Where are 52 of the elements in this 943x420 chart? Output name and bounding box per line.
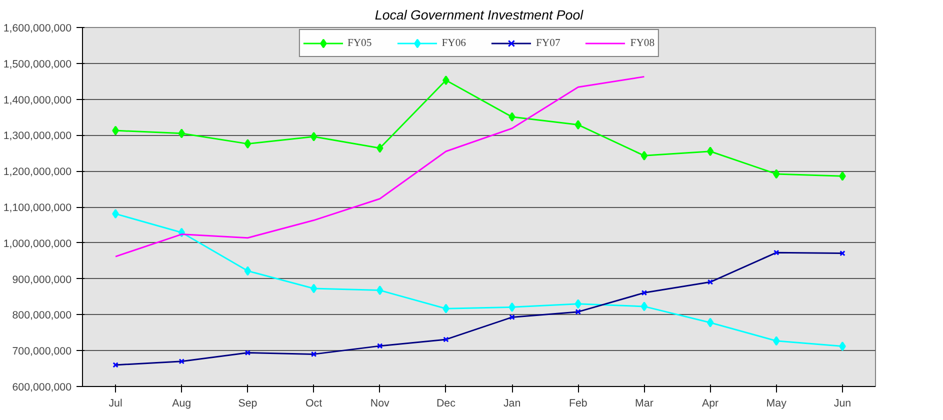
point [376, 286, 384, 296]
point [442, 76, 450, 86]
x-tick-label: Feb [568, 398, 588, 410]
y-tick-label: 1,400,000,000 [3, 94, 72, 106]
point [112, 126, 119, 136]
y-tick-label: 1,300,000,000 [3, 130, 72, 142]
point [310, 132, 318, 142]
point [640, 150, 648, 160]
y-tick-label: 600,000,000 [12, 382, 72, 394]
point [244, 139, 252, 149]
x-tick-label: Mar [635, 398, 654, 410]
y-tick-label: 1,500,000,000 [3, 58, 72, 70]
point [839, 171, 846, 181]
point [640, 302, 648, 312]
legend-label: FY08 [630, 38, 655, 48]
point [310, 284, 318, 294]
y-tick-label: 1,100,000,000 [3, 202, 72, 214]
point [839, 342, 846, 352]
x-tick-label: Oct [306, 398, 322, 410]
x-tick-label: Dec [436, 398, 456, 410]
legend-label: FY05 [347, 38, 372, 48]
y-tick-label: 1,000,000,000 [3, 238, 72, 250]
legend-label: FY07 [536, 38, 560, 48]
point [178, 128, 186, 138]
point [244, 266, 252, 276]
point [508, 302, 516, 312]
point [376, 143, 384, 153]
point [574, 120, 582, 130]
point [442, 304, 450, 314]
point [706, 146, 714, 156]
x-tick-label: Aug [172, 398, 192, 410]
x-tick-label: Jan [503, 398, 521, 410]
legend-label: FY06 [442, 38, 466, 48]
y-tick-label: 900,000,000 [12, 274, 72, 286]
x-tick-label: Sep [238, 398, 258, 410]
y-tick-label: 1,600,000,000 [3, 22, 72, 34]
x-tick-label: Apr [702, 398, 720, 410]
point [772, 169, 780, 179]
point [508, 112, 516, 122]
y-tick-label: 800,000,000 [12, 310, 72, 322]
x-tick-label: Jul [108, 398, 122, 410]
y-tick-label: 1,200,000,000 [3, 166, 72, 178]
y-tick-label: 700,000,000 [12, 346, 72, 358]
line-series [114, 76, 645, 258]
point [772, 336, 780, 346]
chart-title: Local Government Investment Pool [374, 8, 584, 22]
point [574, 299, 582, 309]
x-tick-label: May [766, 398, 788, 410]
x-tick-label: Jun [834, 398, 852, 410]
x-tick-label: Nov [370, 398, 390, 410]
point [112, 209, 119, 219]
point [706, 318, 714, 328]
